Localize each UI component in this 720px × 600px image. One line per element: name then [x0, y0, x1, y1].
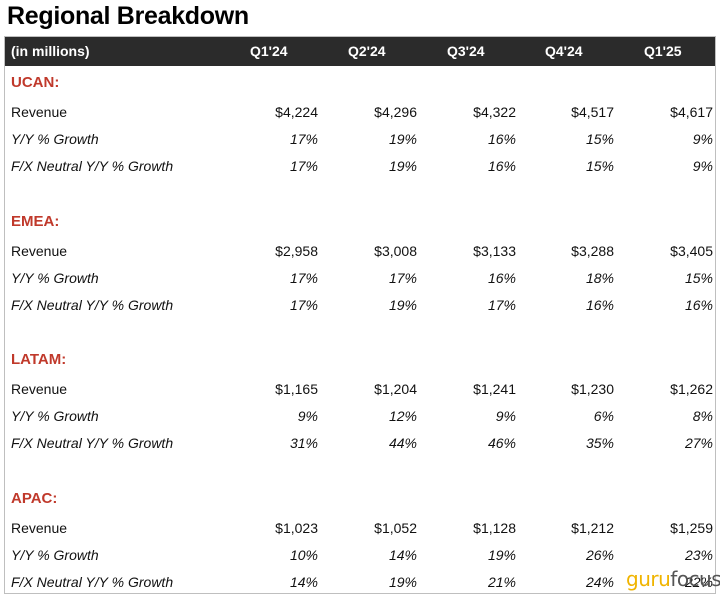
table-cell: 15% [585, 131, 614, 147]
table-row: Revenue $4,224 $4,296 $4,322 $4,517 $4,617 [5, 101, 715, 125]
section-title: EMEA: [11, 213, 60, 230]
regional-breakdown-table: (in millions) Q1'24 Q2'24 Q3'24 Q4'24 Q1… [4, 36, 716, 594]
table-cell: $1,241 [473, 381, 516, 397]
table-cell: $1,230 [571, 381, 614, 397]
table-cell: 10% [289, 547, 318, 563]
row-label: Revenue [11, 381, 68, 397]
table-cell: $3,133 [473, 243, 516, 259]
table-cell: 9% [297, 408, 318, 424]
table-cell: 26% [585, 547, 614, 563]
table-cell: 31% [289, 435, 318, 451]
table-cell: 17% [388, 270, 417, 286]
column-header: Q4'24 [545, 43, 583, 59]
table-cell: 9% [495, 408, 516, 424]
table-cell: 9% [692, 131, 713, 147]
table-row: F/X Neutral Y/Y % Growth 14% 19% 21% 24% 22% [5, 571, 715, 595]
table-cell: 6% [593, 408, 614, 424]
row-label: Y/Y % Growth [11, 131, 99, 147]
table-cell: 19% [388, 297, 417, 313]
table-cell: 17% [487, 297, 516, 313]
row-label: F/X Neutral Y/Y % Growth [11, 574, 174, 590]
table-cell: $2,958 [275, 243, 318, 259]
table-cell: 18% [585, 270, 614, 286]
unit-label: (in millions) [11, 43, 90, 59]
gurufocus-logo: gurufocus [626, 567, 720, 591]
column-header: Q1'24 [250, 43, 288, 59]
table-cell: 46% [487, 435, 516, 451]
table-cell: 19% [388, 131, 417, 147]
table-cell: 14% [289, 574, 318, 590]
table-cell: 19% [487, 547, 516, 563]
table-row: F/X Neutral Y/Y % Growth 31% 44% 46% 35% 27% [5, 432, 715, 456]
table-cell: 19% [388, 158, 417, 174]
table-cell: 23% [684, 547, 713, 563]
table-cell: $1,165 [275, 381, 318, 397]
table-cell: $4,517 [571, 104, 614, 120]
table-cell: 16% [487, 158, 516, 174]
page-title: Regional Breakdown [7, 2, 249, 30]
column-header: Q3'24 [447, 43, 485, 59]
row-label: F/X Neutral Y/Y % Growth [11, 158, 174, 174]
table-cell: 9% [692, 158, 713, 174]
table-cell: $1,259 [670, 520, 713, 536]
table-cell: $1,052 [374, 520, 417, 536]
table-cell: 17% [289, 270, 318, 286]
table-cell: 17% [289, 158, 318, 174]
row-label: Y/Y % Growth [11, 547, 99, 563]
row-label: F/X Neutral Y/Y % Growth [11, 435, 174, 451]
table-row: Revenue $1,165 $1,204 $1,241 $1,230 $1,262 [5, 378, 715, 402]
table-cell: 35% [585, 435, 614, 451]
table-cell: 16% [487, 270, 516, 286]
table-header-row: (in millions) Q1'24 Q2'24 Q3'24 Q4'24 Q1… [5, 37, 715, 66]
table-cell: $1,128 [473, 520, 516, 536]
row-label: Revenue [11, 243, 68, 259]
table-cell: 15% [585, 158, 614, 174]
table-cell: 17% [289, 131, 318, 147]
table-cell: 22% [684, 574, 713, 590]
section-title: APAC: [11, 490, 58, 507]
table-cell: $1,262 [670, 381, 713, 397]
table-cell: 16% [487, 131, 516, 147]
table-cell: 24% [585, 574, 614, 590]
table-cell: $4,224 [275, 104, 318, 120]
table-cell: 8% [692, 408, 713, 424]
table-row: F/X Neutral Y/Y % Growth 17% 19% 17% 16% 16% [5, 294, 715, 318]
table-cell: $4,296 [374, 104, 417, 120]
table-cell: 16% [684, 297, 713, 313]
table-cell: 12% [388, 408, 417, 424]
table-cell: 15% [684, 270, 713, 286]
row-label: Revenue [11, 520, 68, 536]
table-cell: $3,008 [374, 243, 417, 259]
table-cell: 44% [388, 435, 417, 451]
column-header: Q1'25 [644, 43, 682, 59]
table-cell: $4,617 [670, 104, 713, 120]
table-row: Revenue $1,023 $1,052 $1,128 $1,212 $1,259 [5, 517, 715, 541]
row-label: Y/Y % Growth [11, 270, 99, 286]
table-row: Y/Y % Growth 9% 12% 9% 6% 8% [5, 405, 715, 429]
table-cell: 27% [684, 435, 713, 451]
table-cell: $3,288 [571, 243, 614, 259]
table-cell: 21% [487, 574, 516, 590]
row-label: Revenue [11, 104, 68, 120]
section-title: UCAN: [11, 74, 60, 91]
table-cell: $1,212 [571, 520, 614, 536]
table-row: Y/Y % Growth 17% 19% 16% 15% 9% [5, 128, 715, 152]
column-header: Q2'24 [348, 43, 386, 59]
table-cell: 19% [388, 574, 417, 590]
table-cell: 16% [585, 297, 614, 313]
table-row: Y/Y % Growth 17% 17% 16% 18% 15% [5, 267, 715, 291]
table-cell: $1,204 [374, 381, 417, 397]
table-cell: $1,023 [275, 520, 318, 536]
row-label: F/X Neutral Y/Y % Growth [11, 297, 174, 313]
table-row: Revenue $2,958 $3,008 $3,133 $3,288 $3,405 [5, 240, 715, 264]
table-row: F/X Neutral Y/Y % Growth 17% 19% 16% 15% 9% [5, 155, 715, 179]
table-cell: 17% [289, 297, 318, 313]
section-title: LATAM: [11, 351, 67, 368]
table-cell: $4,322 [473, 104, 516, 120]
row-label: Y/Y % Growth [11, 408, 99, 424]
table-row: Y/Y % Growth 10% 14% 19% 26% 23% [5, 544, 715, 568]
table-cell: $3,405 [670, 243, 713, 259]
table-cell: 14% [388, 547, 417, 563]
